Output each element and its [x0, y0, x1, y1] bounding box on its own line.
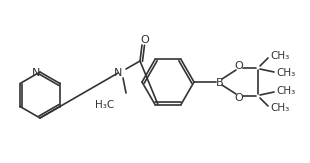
Text: O: O [141, 35, 149, 45]
Text: O: O [235, 61, 243, 71]
Text: H₃C: H₃C [95, 100, 114, 110]
Text: N: N [114, 68, 122, 78]
Text: CH₃: CH₃ [276, 86, 295, 96]
Text: B: B [216, 78, 224, 88]
Text: O: O [235, 93, 243, 103]
Text: CH₃: CH₃ [276, 68, 295, 78]
Text: N: N [32, 68, 40, 78]
Text: CH₃: CH₃ [270, 103, 289, 113]
Text: CH₃: CH₃ [270, 51, 289, 61]
